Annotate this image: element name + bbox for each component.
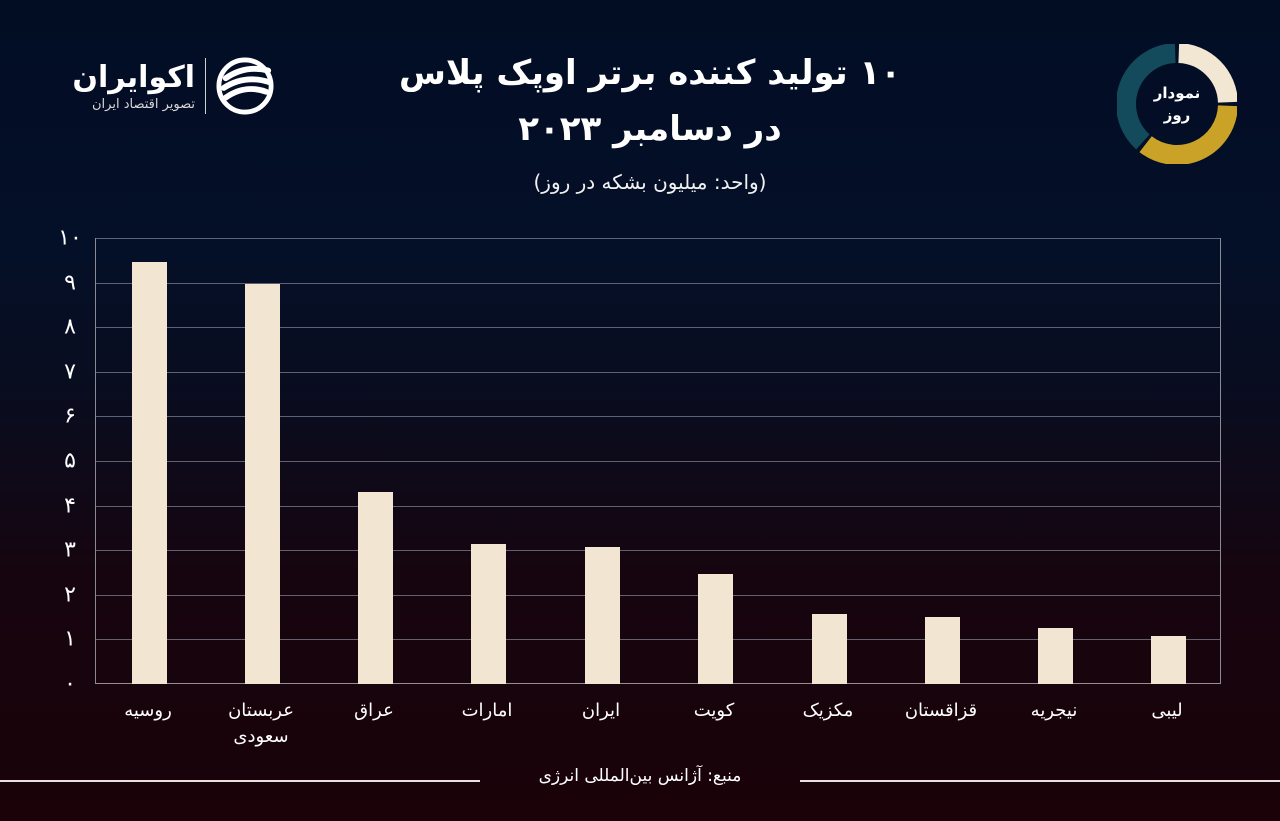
x-axis-baseline <box>96 683 1220 684</box>
bar-chart-plot <box>95 238 1221 684</box>
bar <box>471 543 506 684</box>
x-tick-label: مکزیک <box>802 700 854 721</box>
badge-line1: نمودار <box>1153 84 1201 102</box>
y-tick-label: ۱۰ <box>58 225 82 251</box>
gridline <box>96 550 1220 552</box>
bar <box>1151 635 1186 684</box>
y-tick-label: ۴ <box>64 493 76 519</box>
badge-line2: روز <box>1163 106 1191 124</box>
brand-tagline: تصویر اقتصاد ایران <box>92 96 195 112</box>
logo-divider <box>205 58 206 114</box>
x-tick-label: نیجریه <box>1030 700 1078 721</box>
y-tick-label: ۳ <box>64 537 76 563</box>
gridline <box>96 594 1220 596</box>
brand-name: اکوایران <box>72 59 195 95</box>
badge-label: نمودار روز <box>1117 44 1237 164</box>
y-tick-label: ۲ <box>64 582 76 608</box>
gridline <box>96 416 1220 418</box>
x-tick-label: امارات <box>461 700 513 721</box>
bar <box>585 547 620 684</box>
source-note: منبع: آژانس بین‌المللی انرژی <box>538 766 742 786</box>
gridline <box>96 461 1220 462</box>
x-tick-label: کویت <box>693 700 735 721</box>
chart-subtitle: (واحد: میلیون بشکه در روز) <box>533 170 767 194</box>
gridline <box>96 505 1220 507</box>
x-tick-label: قزاقستان <box>904 700 978 721</box>
x-tick-label: لیبی <box>1151 700 1183 721</box>
y-tick-label: ۶ <box>64 403 76 429</box>
ecoiran-logo-icon <box>216 57 274 115</box>
donut-icon <box>1116 43 1238 165</box>
chart-of-day-badge: نمودار روز <box>1116 43 1238 165</box>
y-tick-label: ۹ <box>64 270 76 296</box>
bar <box>925 617 960 684</box>
brand-text: اکوایران تصویر اقتصاد ایران <box>55 59 195 112</box>
y-tick-label: ۰ <box>64 671 76 697</box>
y-tick-label: ۱ <box>64 626 76 652</box>
source-divider-right <box>800 780 1280 782</box>
gridline <box>96 639 1220 641</box>
x-tick-label: روسیه <box>124 700 172 721</box>
x-tick-label: عربستان سعودی <box>228 700 294 747</box>
brand-logo: اکوایران تصویر اقتصاد ایران <box>55 55 275 117</box>
y-tick-label: ۸ <box>64 314 76 340</box>
chart-title-line1: ۱۰ تولید کننده برتر اوپک پلاس <box>398 53 901 93</box>
x-tick-label: عراق <box>354 700 394 721</box>
gridline <box>96 327 1220 329</box>
source-divider-left <box>0 780 480 782</box>
bar <box>1038 627 1073 684</box>
gridline <box>96 238 1220 239</box>
y-tick-label: ۷ <box>64 359 76 385</box>
bar <box>358 492 393 684</box>
bar <box>245 283 280 684</box>
bar <box>698 573 733 684</box>
bar <box>812 613 847 684</box>
chart-title-line2: در دسامبر ۲۰۲۳ <box>518 109 782 149</box>
x-tick-label: ایران <box>581 700 621 721</box>
gridline <box>96 282 1220 284</box>
gridline <box>96 371 1220 373</box>
bar <box>132 262 167 684</box>
y-tick-label: ۵ <box>64 448 76 474</box>
